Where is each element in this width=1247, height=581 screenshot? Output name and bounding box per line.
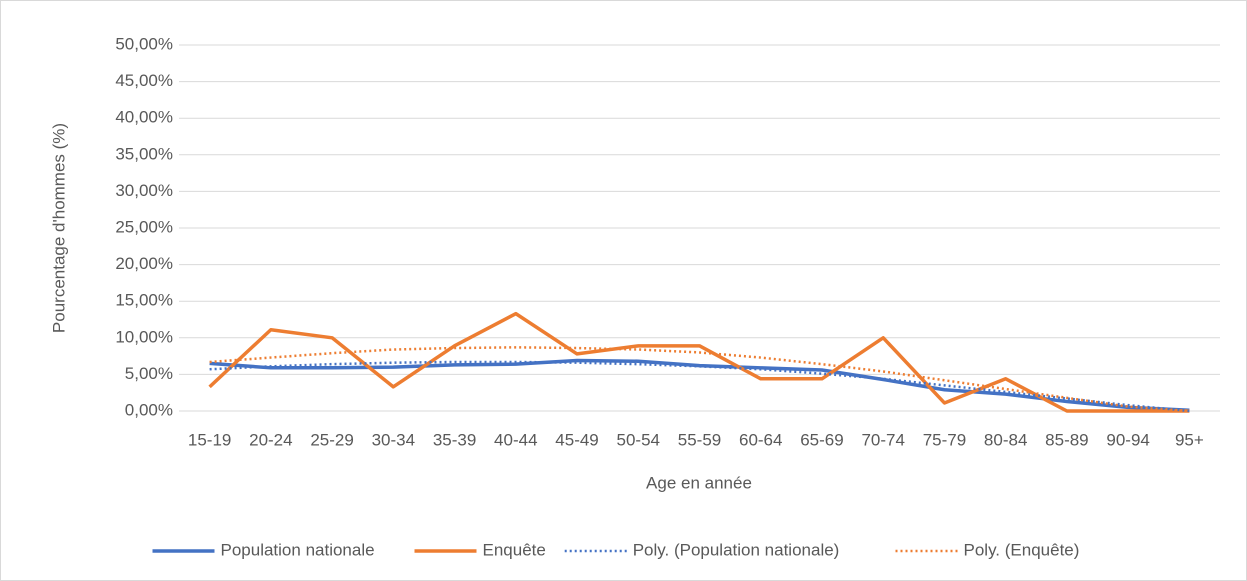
x-tick-label: 15-19	[188, 430, 231, 449]
x-tick-label: 95+	[1175, 430, 1204, 449]
x-tick-label: 30-34	[372, 430, 415, 449]
y-tick-label: 0,00%	[125, 400, 173, 419]
x-tick-label: 90-94	[1106, 430, 1149, 449]
x-tick-label: 35-39	[433, 430, 476, 449]
y-tick-label: 35,00%	[115, 144, 173, 163]
y-tick-label: 30,00%	[115, 181, 173, 200]
y-tick-label: 15,00%	[115, 291, 173, 310]
trend-line	[209, 346, 1190, 413]
legend-label: Enquête	[483, 540, 546, 559]
x-tick-label: 25-29	[310, 430, 353, 449]
x-tick-label: 85-89	[1045, 430, 1088, 449]
x-tick-label: 65-69	[800, 430, 843, 449]
legend-label: Population nationale	[221, 540, 375, 559]
y-tick-label: 5,00%	[125, 364, 173, 383]
x-tick-label: 40-44	[494, 430, 537, 449]
legend-label: Poly. (Enquête)	[964, 540, 1080, 559]
x-tick-label: 60-64	[739, 430, 782, 449]
y-tick-label: 10,00%	[115, 327, 173, 346]
y-tick-label: 25,00%	[115, 217, 173, 236]
x-tick-label: 20-24	[249, 430, 292, 449]
trend-line	[209, 360, 1190, 413]
x-tick-label: 70-74	[861, 430, 904, 449]
y-tick-label: 20,00%	[115, 254, 173, 273]
data-line	[208, 311, 1190, 413]
y-axis-label: Pourcentage d'hommes (%)	[49, 123, 68, 333]
y-tick-label: 50,00%	[115, 34, 173, 53]
y-tick-label: 45,00%	[115, 71, 173, 90]
x-tick-label: 75-79	[923, 430, 966, 449]
legend-label: Poly. (Population nationale)	[633, 540, 840, 559]
y-tick-label: 40,00%	[115, 108, 173, 127]
x-tick-label: 80-84	[984, 430, 1027, 449]
x-tick-label: 55-59	[678, 430, 721, 449]
x-tick-label: 45-49	[555, 430, 598, 449]
x-tick-label: 50-54	[617, 430, 660, 449]
x-axis-label: Age en année	[646, 473, 752, 492]
